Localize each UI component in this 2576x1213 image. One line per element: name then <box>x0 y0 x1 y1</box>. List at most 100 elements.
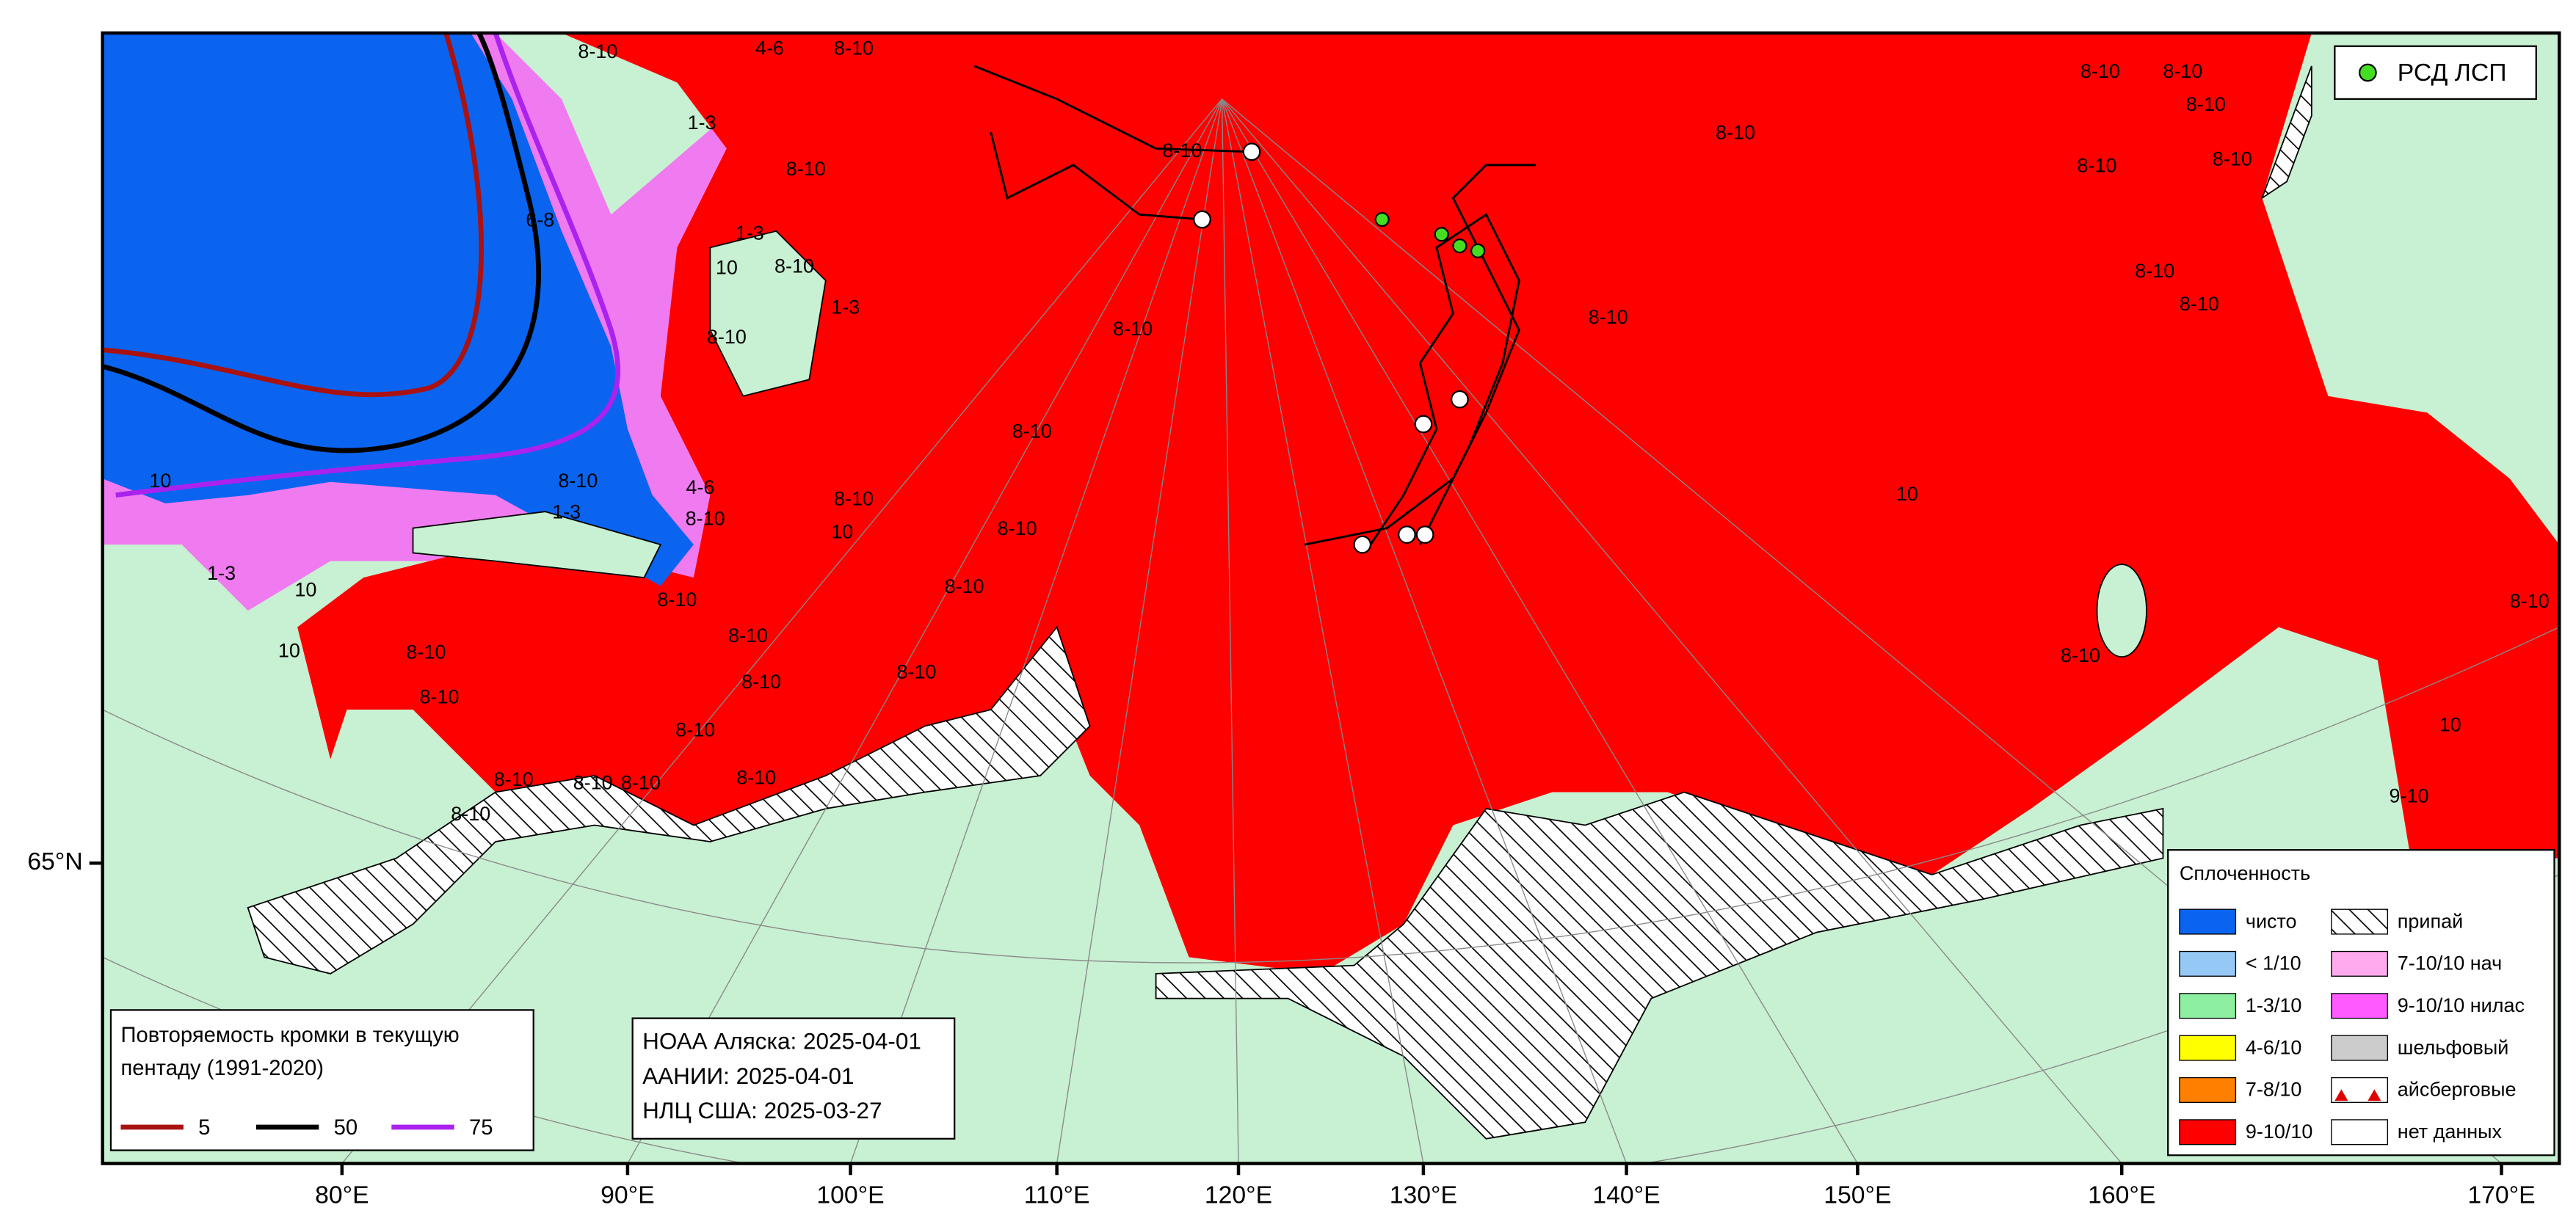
legend-label: чисто <box>2246 910 2297 932</box>
sources: НОАА Аляска: 2025-04-01 ААНИИ: 2025-04-01… <box>631 1017 956 1140</box>
map-area: 8-10 4-6 8-10 8-10 1-3 8-10 6-8 1-3 10 8-10 1-3 8-1… <box>102 32 2560 1164</box>
ice-label: 8-10 <box>2510 590 2550 612</box>
lon-label: 170°E <box>2467 1181 2535 1209</box>
buoy-legend: РСД ЛСП <box>2334 45 2537 101</box>
ice-label: 8-10 <box>1012 420 1052 442</box>
active-buoys <box>1374 211 1486 258</box>
ice-label: 8-10 <box>2061 644 2100 666</box>
buoy-tracks <box>973 65 1536 546</box>
legend-label: 9-10/10 <box>2246 1121 2312 1143</box>
ice-label: 8-10 <box>2180 293 2219 315</box>
legend-label: 50 <box>334 1116 358 1140</box>
legend-title: пентаду (1991-2020) <box>120 1057 323 1080</box>
legend-label: айсберговые <box>2398 1079 2517 1101</box>
lon-label: 110°E <box>1024 1181 1090 1209</box>
island <box>709 230 827 397</box>
ice-label: 8-10 <box>2080 60 2120 82</box>
ice-label: 10 <box>1896 483 1918 505</box>
fast-ice <box>2260 65 2312 200</box>
edge-75 <box>115 32 620 498</box>
legend-label: шельфовый <box>2398 1036 2509 1058</box>
legend-swatch <box>2179 908 2237 935</box>
legend-label: 9-10/10 нилас <box>2398 994 2525 1016</box>
ice-label: 8-10 <box>741 671 781 693</box>
ice-label: 10 <box>831 521 853 543</box>
lon-label: 100°E <box>816 1181 884 1209</box>
legend-swatch <box>2179 1035 2237 1061</box>
ice-label: 10 <box>294 578 316 600</box>
ice-label: 8-10 <box>945 575 984 597</box>
legend-swatch <box>2179 950 2237 977</box>
source: НЛЦ США: 2025-03-27 <box>642 1098 882 1123</box>
edge-5 <box>102 32 484 398</box>
ice-8-10 <box>297 32 2560 974</box>
ice-label: 8-10 <box>707 326 747 348</box>
legend-label: 7-10/10 нач <box>2398 952 2502 975</box>
legend-swatch <box>2331 908 2388 935</box>
frame <box>101 31 2561 1165</box>
fast-ice <box>1155 791 2164 1140</box>
legend-swatch <box>2179 1119 2237 1145</box>
ice-label: 1-3 <box>831 296 860 318</box>
legend-swatch <box>2331 993 2388 1019</box>
ice-label: 8-10 <box>573 771 613 793</box>
legend-label: нет данных <box>2398 1121 2503 1143</box>
ice-label: 8-10 <box>407 641 446 663</box>
edge-legend: Повторяемость кромки в текущую пентаду (1… <box>109 1009 534 1151</box>
ice-label: 8-10 <box>1113 318 1153 340</box>
source: НОАА Аляска: 2025-04-01 <box>642 1029 921 1054</box>
ice-label: 8-10 <box>1716 121 1755 143</box>
lon-label: 80°E <box>315 1181 369 1209</box>
buoys <box>1193 142 1469 554</box>
ice-label: 4-6 <box>686 476 714 498</box>
fast-ice <box>247 625 1091 975</box>
legend-label: 7-8/10 <box>2246 1079 2301 1101</box>
lon-label: 90°E <box>601 1181 654 1209</box>
ice-label: 1-3 <box>688 112 716 134</box>
ice-label: 8-10 <box>834 488 874 510</box>
legend-swatch <box>2179 993 2237 1019</box>
lon-label: 150°E <box>1824 1181 1891 1209</box>
ice-label: 8-10 <box>2186 93 2226 115</box>
ice-label: 8-10 <box>2078 154 2117 176</box>
iceberg-icon <box>2334 1089 2381 1101</box>
ice-label: 10 <box>278 639 300 661</box>
ice-label: 8-10 <box>774 255 814 277</box>
ice-label: 8-10 <box>420 685 460 707</box>
ice-label: 8-10 <box>736 767 776 789</box>
island <box>2096 564 2147 658</box>
legend-title: Сплоченность <box>2180 862 2310 884</box>
edge-50 <box>102 32 541 453</box>
ice-label: 10 <box>2439 714 2461 736</box>
ice-label: 8-10 <box>578 40 617 62</box>
ice-label: 1-3 <box>552 501 581 523</box>
lon-label: 140°E <box>1592 1181 1660 1209</box>
ice-label: 4-6 <box>755 37 784 59</box>
legend-label: 75 <box>469 1116 493 1140</box>
source: ААНИИ: 2025-04-01 <box>642 1063 854 1089</box>
ice-label: 1-3 <box>207 562 236 584</box>
ice-label: 8-10 <box>451 803 490 825</box>
ice-label: 8-10 <box>896 661 936 683</box>
ice-label: 8-10 <box>786 158 826 180</box>
legend-label: < 1/10 <box>2246 952 2301 975</box>
legend-label: 4-6/10 <box>2246 1036 2301 1058</box>
legend-swatch <box>2331 1035 2388 1061</box>
ice-label: 10 <box>716 257 738 279</box>
legend-title: Повторяемость кромки в текущую <box>120 1024 459 1047</box>
ice-label: 1-3 <box>736 222 764 244</box>
ice-label: 8-10 <box>657 589 697 611</box>
ice-label: 8-10 <box>2135 260 2174 282</box>
ice-label: 8-10 <box>1589 306 1628 328</box>
ice-label: 8-10 <box>834 37 874 59</box>
ice-label: 8-10 <box>1163 139 1202 161</box>
legend-label: 1-3/10 <box>2246 994 2301 1016</box>
ice-label: 9-10 <box>2390 784 2429 806</box>
island <box>412 511 662 579</box>
ice-label: 8-10 <box>728 624 768 646</box>
lon-label: 130°E <box>1390 1181 1457 1209</box>
legend-swatch <box>2331 950 2388 977</box>
legend-label: припай <box>2398 910 2463 932</box>
ice-label: 8-10 <box>2163 60 2202 82</box>
